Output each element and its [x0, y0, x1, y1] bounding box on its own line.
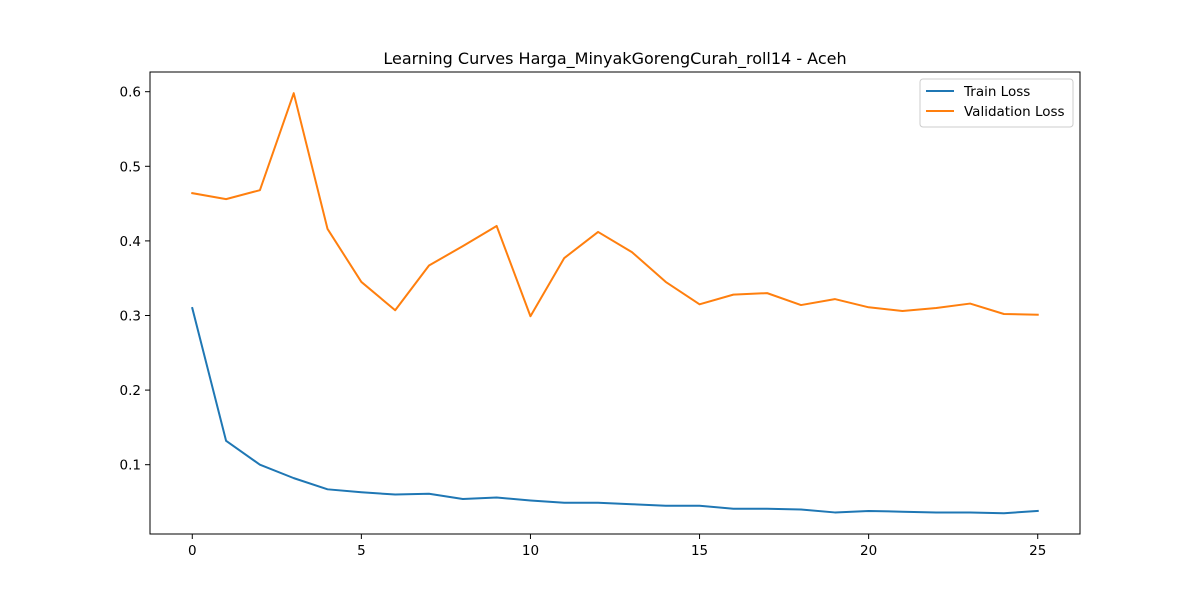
series-line-validation-loss — [191, 92, 1039, 318]
x-tick-label: 25 — [1029, 543, 1046, 559]
series-line-train-loss — [191, 306, 1039, 515]
y-tick-label: 0.4 — [120, 234, 141, 250]
x-tick-label: 15 — [691, 543, 708, 559]
y-tick-label: 0.1 — [120, 458, 141, 474]
y-tick-label: 0.5 — [120, 159, 141, 175]
x-tick-label: 5 — [357, 543, 366, 559]
y-tick-label: 0.6 — [120, 85, 141, 101]
legend-label-train-loss: Train Loss — [963, 84, 1030, 100]
x-tick-label: 10 — [522, 543, 539, 559]
plot-area: 0 5 10 15 20 25 0.1 0.2 0.3 0.4 0.5 0.6 Train Loss Va… — [120, 71, 1081, 559]
legend-label-validation-loss: Validation Loss — [964, 104, 1065, 120]
x-tick-label: 0 — [188, 543, 197, 559]
legend-box — [919, 78, 1074, 128]
axes-frame — [149, 71, 1081, 535]
y-tick-label: 0.2 — [120, 383, 141, 399]
chart-title: Learning Curves Harga_MinyakGorengCurah_… — [383, 49, 846, 69]
y-tick-label: 0.3 — [120, 308, 141, 324]
x-tick-label: 20 — [860, 543, 877, 559]
